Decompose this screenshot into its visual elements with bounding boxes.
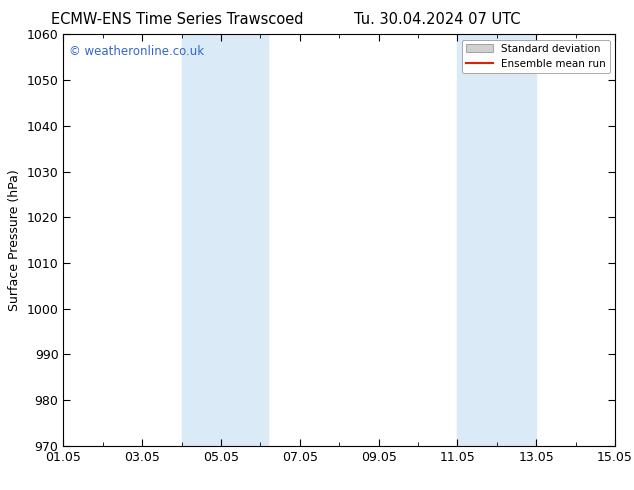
Text: ECMW-ENS Time Series Trawscoed: ECMW-ENS Time Series Trawscoed — [51, 12, 304, 27]
Text: Tu. 30.04.2024 07 UTC: Tu. 30.04.2024 07 UTC — [354, 12, 521, 27]
Bar — [457, 34, 536, 446]
Text: © weatheronline.co.uk: © weatheronline.co.uk — [69, 45, 204, 58]
Y-axis label: Surface Pressure (hPa): Surface Pressure (hPa) — [8, 169, 21, 311]
Bar — [181, 34, 268, 446]
Title: ECMW-ENS Time Series Trawscoed    Tu. 30.04.2024 07 UTC: ECMW-ENS Time Series Trawscoed Tu. 30.04… — [0, 489, 1, 490]
Legend: Standard deviation, Ensemble mean run: Standard deviation, Ensemble mean run — [462, 40, 610, 73]
